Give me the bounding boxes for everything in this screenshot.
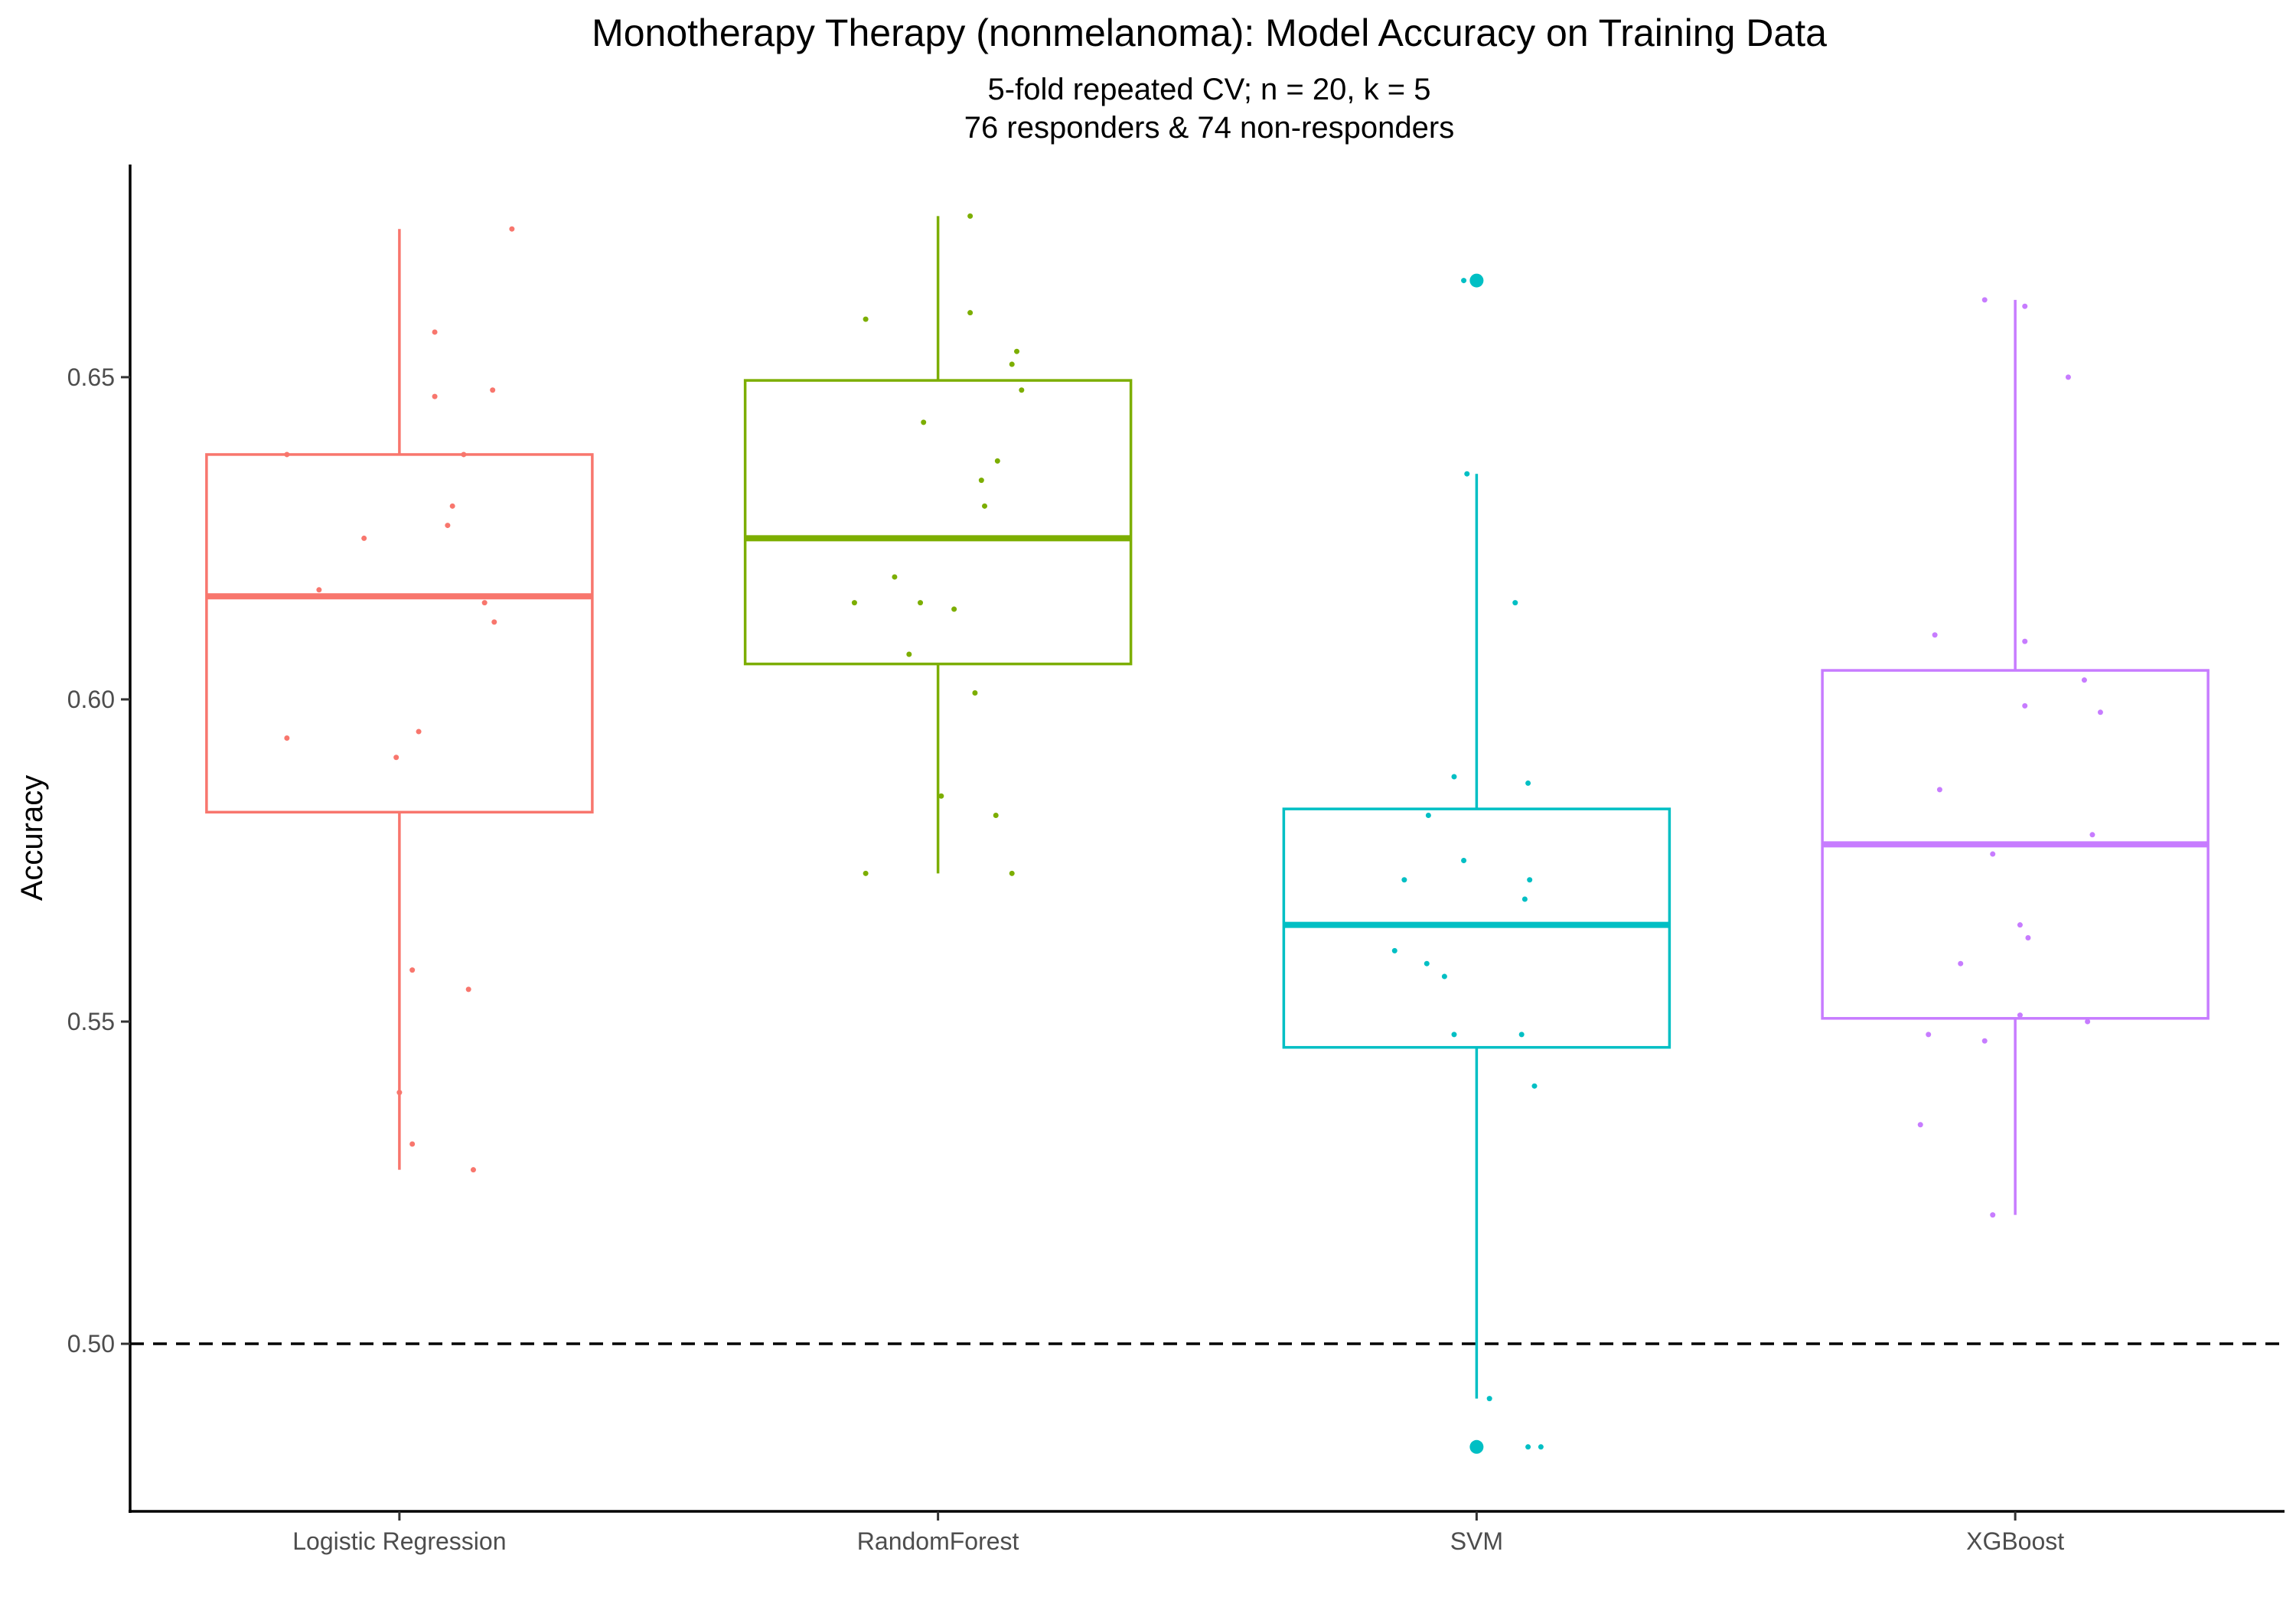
jitter-point-xgboost: [1936, 787, 1942, 793]
jitter-point-randomforest: [978, 478, 984, 484]
jitter-point-xgboost: [2025, 935, 2031, 941]
box-randomforest: [743, 379, 1133, 666]
jitter-point-logistic-regression: [393, 755, 400, 761]
jitter-point-svm: [1521, 896, 1528, 902]
jitter-point-logistic-regression: [409, 1141, 416, 1147]
x-tick-label: RandomForest: [857, 1527, 1019, 1555]
jitter-point-svm: [1531, 1083, 1538, 1089]
jitter-point-xgboost: [2081, 677, 2087, 683]
jitter-point-randomforest: [863, 316, 869, 322]
jitter-point-xgboost: [1990, 1212, 1996, 1218]
jitter-point-xgboost: [1926, 1032, 1932, 1038]
outlier-point-svm: [1469, 273, 1484, 288]
jitter-point-randomforest: [1014, 348, 1020, 354]
jitter-point-randomforest: [951, 606, 957, 612]
jitter-point-logistic-regression: [409, 967, 416, 973]
jitter-point-xgboost: [1981, 297, 1988, 303]
jitter-point-svm: [1461, 857, 1467, 863]
jitter-point-svm: [1464, 471, 1470, 477]
jitter-point-logistic-regression: [465, 986, 471, 993]
jitter-point-randomforest: [921, 419, 927, 425]
y-tick-label: 0.65: [67, 363, 115, 391]
jitter-point-randomforest: [851, 600, 857, 606]
chart-title: Monotherapy Therapy (nonmelanoma): Model…: [592, 11, 1827, 54]
jitter-point-randomforest: [906, 651, 912, 657]
jitter-point-svm: [1527, 877, 1533, 883]
y-axis-title: Accuracy: [15, 775, 49, 901]
x-tick-label: XGBoost: [1966, 1527, 2064, 1555]
jitter-point-xgboost: [1932, 632, 1938, 638]
jitter-point-logistic-regression: [470, 1167, 476, 1173]
jitter-point-svm: [1441, 973, 1447, 980]
jitter-point-xgboost: [1990, 851, 1996, 857]
jitter-point-logistic-regression: [445, 523, 451, 529]
jitter-point-svm: [1473, 1444, 1479, 1450]
jitter-point-logistic-regression: [449, 503, 455, 509]
jitter-point-svm: [1525, 1444, 1531, 1450]
jitter-point-svm: [1425, 813, 1431, 819]
x-tick-label: SVM: [1450, 1527, 1503, 1555]
jitter-point-randomforest: [1019, 387, 1025, 393]
jitter-point-logistic-regression: [316, 587, 322, 593]
jitter-point-xgboost: [1917, 1122, 1923, 1128]
jitter-point-svm: [1424, 960, 1430, 966]
jitter-point-logistic-regression: [396, 1090, 403, 1096]
jitter-point-xgboost: [1981, 1038, 1988, 1044]
jitter-point-randomforest: [967, 213, 974, 219]
jitter-point-svm: [1525, 780, 1531, 786]
jitter-point-xgboost: [2017, 922, 2023, 928]
y-tick-label: 0.60: [67, 686, 115, 713]
jitter-point-logistic-regression: [490, 387, 496, 393]
jitter-point-randomforest: [1009, 361, 1015, 367]
jitter-point-xgboost: [2022, 303, 2028, 309]
jitter-point-logistic-regression: [461, 451, 467, 458]
jitter-point-xgboost: [2085, 1019, 2091, 1025]
jitter-point-randomforest: [938, 793, 944, 799]
box-svm: [1282, 807, 1671, 1049]
jitter-point-xgboost: [2022, 702, 2028, 709]
jitter-point-randomforest: [967, 310, 974, 316]
jitter-point-svm: [1451, 774, 1457, 780]
jitter-point-logistic-regression: [284, 735, 290, 741]
jitter-point-svm: [1486, 1396, 1492, 1402]
jitter-point-randomforest: [994, 458, 1000, 464]
jitter-point-randomforest: [892, 574, 898, 580]
jitter-point-svm: [1401, 877, 1407, 883]
jitter-point-xgboost: [1958, 960, 1964, 966]
chart-subtitle-line-2: 76 responders & 74 non-responders: [964, 111, 1454, 145]
chart-subtitle-line-1: 5-fold repeated CV; n = 20, k = 5: [988, 73, 1431, 106]
jitter-point-logistic-regression: [481, 600, 488, 606]
box-logistic-regression: [205, 453, 594, 814]
jitter-point-randomforest: [982, 503, 988, 509]
jitter-point-svm: [1512, 600, 1518, 606]
jitter-point-logistic-regression: [491, 619, 497, 625]
jitter-point-svm: [1461, 278, 1467, 284]
jitter-point-randomforest: [972, 690, 978, 696]
jitter-point-xgboost: [2089, 832, 2095, 838]
jitter-point-xgboost: [2017, 1012, 2023, 1019]
jitter-point-xgboost: [2022, 638, 2028, 644]
jitter-point-logistic-regression: [432, 393, 438, 399]
jitter-point-svm: [1538, 1444, 1544, 1450]
y-tick-label: 0.50: [67, 1330, 115, 1358]
jitter-point-logistic-regression: [361, 535, 367, 541]
jitter-point-logistic-regression: [432, 329, 438, 335]
jitter-point-randomforest: [1009, 870, 1015, 876]
y-tick-label: 0.55: [67, 1008, 115, 1035]
jitter-point-logistic-regression: [284, 451, 290, 458]
jitter-point-logistic-regression: [416, 729, 422, 735]
jitter-point-xgboost: [2065, 374, 2071, 380]
x-tick-label: Logistic Regression: [292, 1527, 506, 1555]
jitter-point-logistic-regression: [509, 226, 515, 232]
jitter-point-randomforest: [993, 813, 999, 819]
jitter-point-randomforest: [918, 600, 924, 606]
jitter-point-xgboost: [2097, 709, 2103, 715]
plot-area: 0.50 0.55 0.60 0.65 Logistic Regression Rando…: [67, 165, 2285, 1555]
jitter-point-svm: [1391, 947, 1397, 953]
jitter-point-svm: [1451, 1032, 1457, 1038]
jitter-point-randomforest: [863, 870, 869, 876]
jitter-point-svm: [1518, 1032, 1525, 1038]
